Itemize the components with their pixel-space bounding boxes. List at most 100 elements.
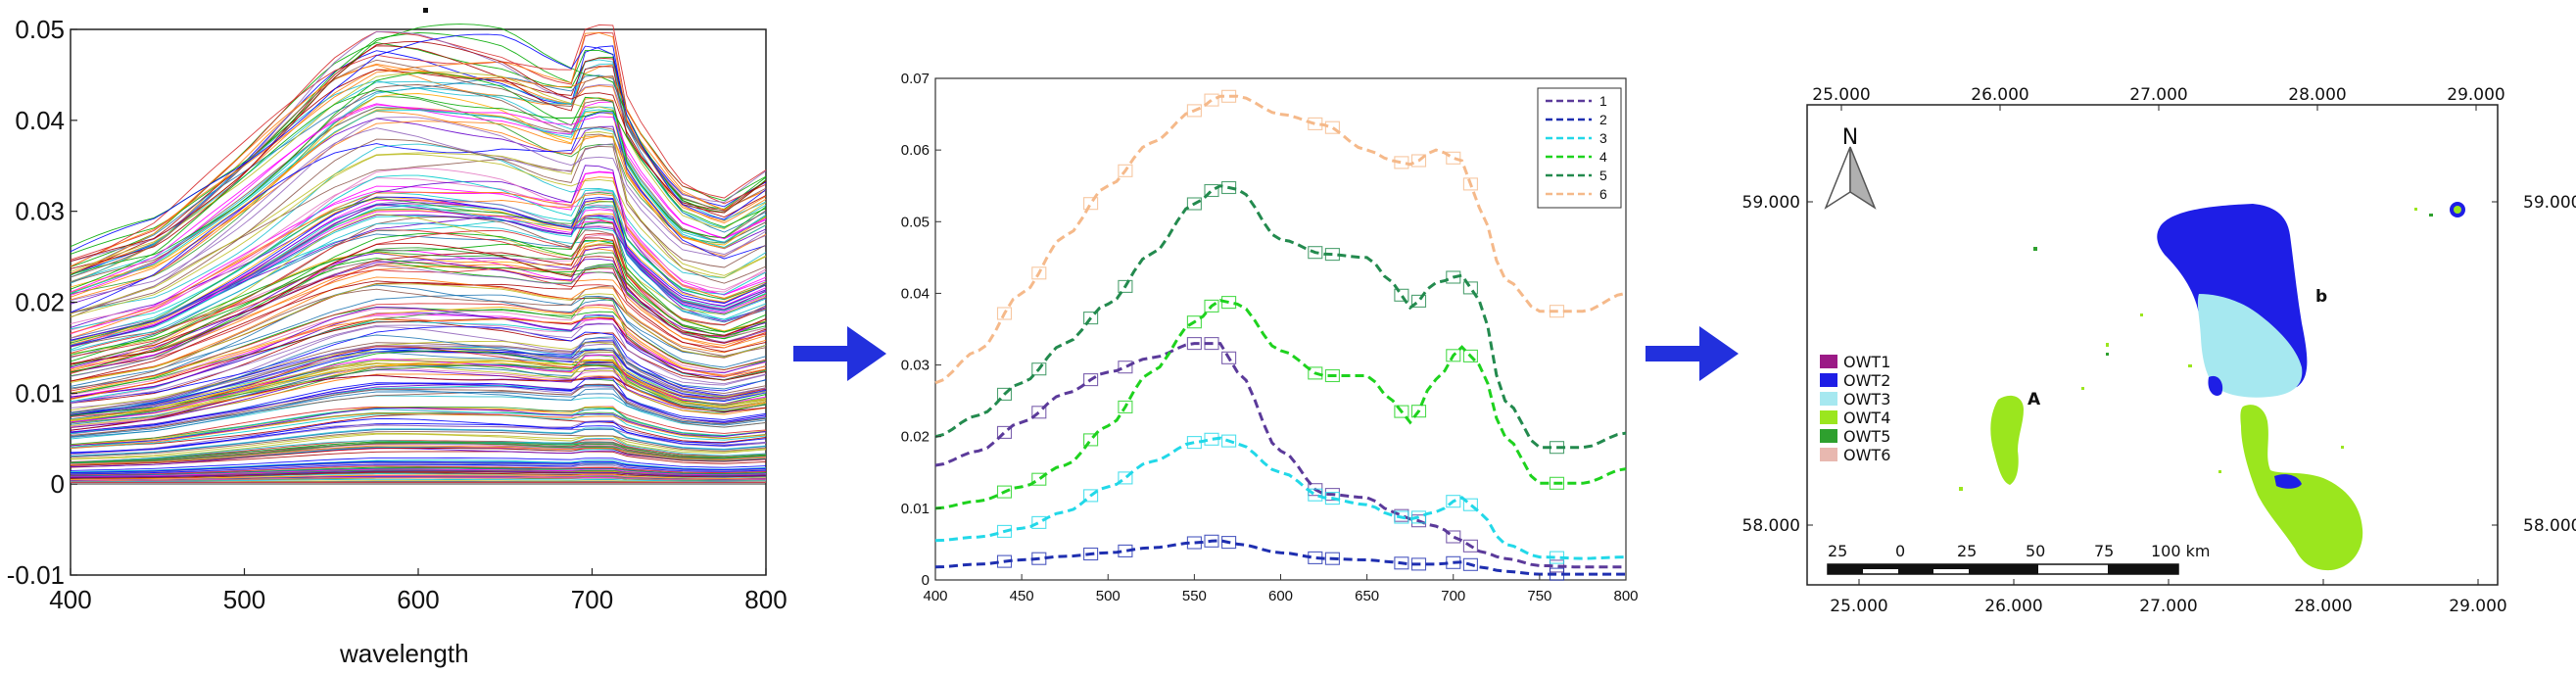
chart2-error-marker (1462, 498, 1478, 511)
chart2-error-marker (1394, 405, 1409, 418)
chart1-x-axis-label: wavelength (339, 639, 469, 668)
chart1-spectrum-line (70, 417, 767, 454)
chart2-error-marker (1186, 315, 1202, 329)
chart1-spectrum-line (70, 412, 767, 450)
chart1-spectrum-line (70, 408, 767, 447)
chart1-spectrum-line (70, 191, 767, 334)
chart2-error-marker (1410, 154, 1427, 168)
chart2-error-marker (1446, 151, 1461, 165)
chart1-spectrum-line (70, 462, 767, 475)
chart1-spectrum-line (70, 284, 767, 389)
chart1-spectrum-line (70, 45, 767, 269)
chart2-error-marker (1031, 472, 1047, 486)
scale-label: 25 (1957, 542, 1977, 560)
chart2-error-marker (1446, 270, 1461, 284)
chart2-x-ticks: 400 450 500 550 600 650 700 750 800 (923, 574, 1639, 604)
chart1-spectrum-line (70, 468, 767, 478)
lake-b-owt2-patch (2208, 375, 2223, 397)
map-legend-label: OWT4 (1843, 409, 1890, 427)
chart2-series-line-2 (934, 539, 1626, 576)
chart2-series-line-4 (934, 299, 1627, 510)
chart1-spectrum-line (70, 460, 767, 474)
chart2-error-marker (1394, 556, 1409, 570)
chart1-spectrum-line (70, 303, 767, 392)
label-b: b (2315, 287, 2327, 307)
pond (2218, 470, 2221, 473)
chart1-spectrum-line (70, 433, 767, 460)
scale-label: 25 (1828, 542, 1847, 560)
chart1-spectrum-line (70, 32, 767, 267)
chart1-spectrum-line (70, 465, 767, 476)
chart2-error-marker (1221, 89, 1237, 103)
chart1-spectrum-line (70, 346, 767, 414)
map-legend-label: OWT5 (1843, 427, 1890, 446)
chart2-error-marker (1308, 246, 1323, 260)
pond (2188, 364, 2192, 367)
chart1-spectrum-line (70, 447, 767, 466)
chart1-spectrum-line (70, 24, 767, 267)
chart1-spectrum-line (70, 276, 767, 382)
chart2-y-tick-label: 0.04 (901, 285, 930, 302)
lake-south-owt4-region (2240, 405, 2363, 571)
map-bottom-tick-label: 28.000 (2294, 597, 2352, 616)
map-side-ticks: 59.000 58.000 59.000 58.000 (1742, 193, 2576, 536)
chart1-spectrum-line (70, 322, 767, 405)
chart2-error-marker (1186, 436, 1202, 450)
chart2-error-marker (1118, 544, 1133, 557)
map-legend-swatch (1820, 429, 1837, 443)
north-arrow-icon: N (1824, 125, 1877, 210)
chart2-error-marker (1308, 366, 1323, 380)
chart1-spectrum-line (70, 316, 767, 401)
chart2-error-marker (1410, 557, 1427, 571)
chart1-spectrum-line (70, 419, 767, 456)
map-legend-swatch (1820, 410, 1837, 424)
chart2-error-marker (1410, 405, 1427, 418)
scale-label: 100 km (2151, 542, 2210, 560)
chart2-error-marker (1462, 539, 1478, 553)
chart2-error-marker (1083, 433, 1099, 447)
chart1-spectrum-line (70, 89, 767, 290)
chart2-error-marker (1204, 432, 1219, 446)
chart1-spectrum-line (70, 334, 767, 413)
chart1-spectrum-line (70, 351, 767, 421)
chart2-y-tick-label: 0.03 (901, 358, 930, 374)
chart1-spectrum-line (70, 251, 767, 367)
chart2-legend-label: 6 (1599, 186, 1607, 202)
chart1-x-tick-label: 500 (223, 585, 265, 614)
chart1-x-tick-label: 400 (49, 585, 91, 614)
map-bottom-tick-label: 29.000 (2449, 597, 2506, 616)
chart2-legend-label: 5 (1599, 168, 1607, 183)
chart2-error-marker (1308, 488, 1323, 502)
chart2-x-tick-label: 550 (1182, 588, 1207, 604)
chart2-error-marker (1118, 279, 1133, 293)
chart2-error-marker (1031, 552, 1047, 565)
chart1-spectrum-line (70, 457, 767, 471)
chart2-error-marker (1221, 434, 1237, 448)
map-bottom-tick-label: 26.000 (1984, 597, 2042, 616)
chart2-error-marker (996, 307, 1013, 320)
chart2-y-tick-label: 0.05 (901, 214, 930, 230)
chart1-spectrum-line (70, 470, 767, 478)
chart2-error-marker (1186, 197, 1202, 211)
lake-a-owt4-region (1990, 395, 2024, 485)
chart1-spectrum-line (70, 441, 767, 463)
chart1-x-tick-label: 800 (744, 585, 787, 614)
chart1-y-tick-label: 0.01 (15, 378, 65, 408)
chart2-x-tick-label: 750 (1527, 588, 1551, 604)
chart1-spectrum-line (70, 192, 767, 339)
chart2-error-marker (996, 387, 1013, 401)
chart1-spectrum-line (70, 237, 767, 365)
chart1-spectrum-line (70, 445, 767, 465)
chart1-spectrum-line (70, 40, 767, 263)
chart1-spectrum-line (70, 472, 767, 479)
chart2-y-tick-label: 0.06 (901, 142, 930, 159)
chart1-spectrum-line (70, 214, 767, 355)
chart1-spectrum-line (70, 432, 767, 459)
map-legend-label: OWT3 (1843, 390, 1890, 409)
chart1-spectrum-line (70, 101, 767, 296)
chart1-spectrum-line (70, 258, 767, 373)
chart1-spectrum-line (70, 196, 767, 341)
chart1-spectrum-line (70, 214, 767, 348)
chart2-x-tick-label: 450 (1010, 588, 1034, 604)
chart2-error-marker (1394, 156, 1409, 169)
